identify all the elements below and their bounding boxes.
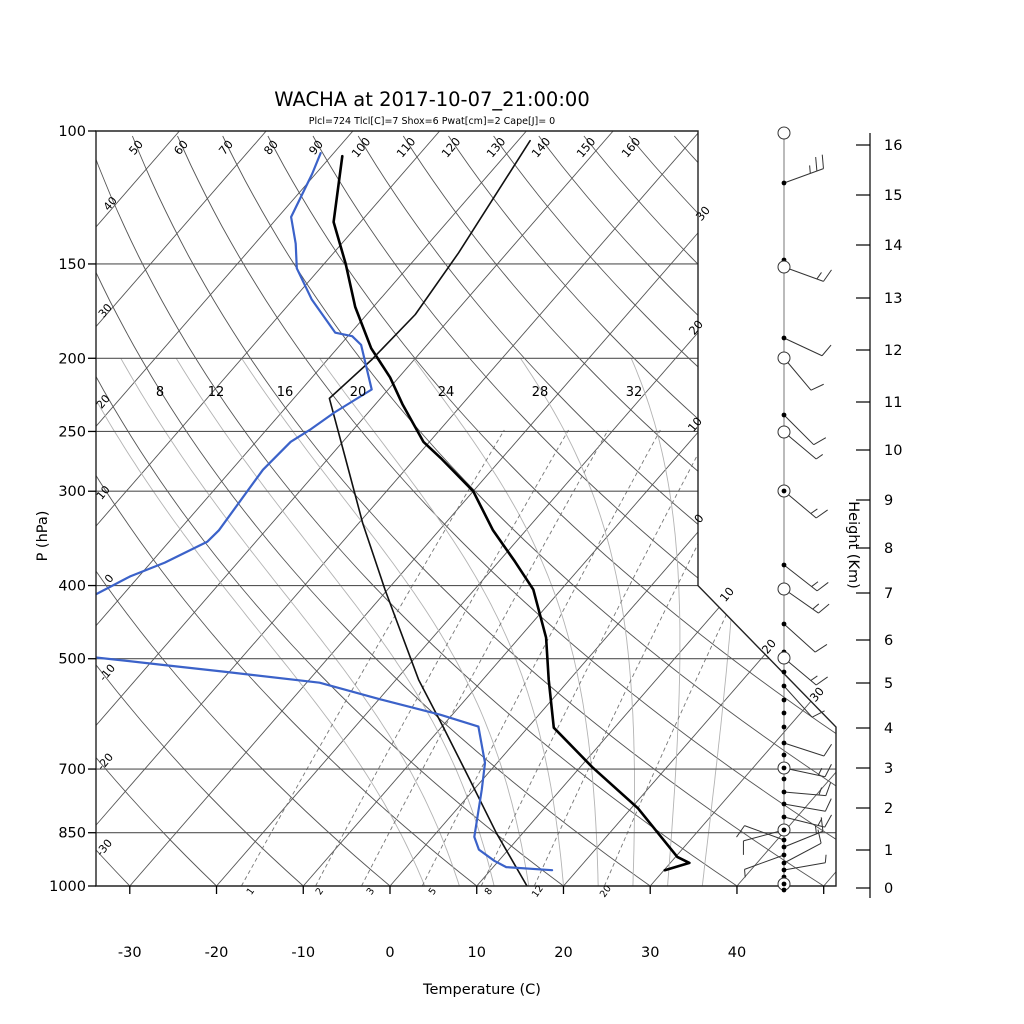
svg-text:12: 12 [208, 385, 225, 400]
svg-text:11: 11 [884, 395, 902, 411]
parcel_secondary_profile [328, 139, 531, 886]
svg-text:100: 100 [58, 124, 86, 140]
svg-text:0: 0 [691, 511, 706, 526]
svg-text:4: 4 [884, 721, 893, 737]
svg-text:3: 3 [884, 761, 893, 777]
svg-text:1: 1 [884, 843, 893, 859]
svg-text:-10: -10 [97, 662, 119, 684]
sounding-profiles [96, 139, 691, 886]
svg-text:28: 28 [532, 385, 549, 400]
svg-text:50: 50 [126, 137, 146, 157]
chart-title: WACHA at 2017-10-07_21:00:00 [274, 88, 589, 111]
svg-text:30: 30 [693, 203, 713, 223]
svg-text:1000: 1000 [49, 879, 86, 895]
svg-text:60: 60 [171, 137, 191, 157]
svg-text:20: 20 [759, 636, 779, 656]
svg-text:100: 100 [349, 135, 374, 161]
svg-text:6: 6 [884, 633, 893, 649]
svg-text:32: 32 [626, 385, 643, 400]
svg-text:10: 10 [717, 584, 737, 604]
svg-text:40: 40 [728, 945, 746, 961]
svg-text:8: 8 [483, 886, 495, 897]
svg-text:-10: -10 [291, 945, 315, 961]
y-axis-title: P (hPa) [35, 511, 51, 562]
svg-text:7: 7 [884, 586, 893, 602]
svg-text:10: 10 [468, 945, 486, 961]
svg-text:5: 5 [884, 676, 893, 692]
svg-text:200: 200 [58, 351, 86, 367]
svg-text:5: 5 [427, 886, 439, 897]
svg-text:-30: -30 [118, 945, 142, 961]
svg-text:2: 2 [884, 801, 893, 817]
svg-text:160: 160 [619, 135, 644, 161]
svg-text:12: 12 [884, 343, 902, 359]
chart-subtitle: Plcl=724 Tlcl[C]=7 Shox=6 Pwat[cm]=2 Cap… [309, 116, 555, 127]
svg-text:150: 150 [574, 135, 599, 161]
svg-text:15: 15 [884, 188, 902, 204]
pressure-gridlines [96, 263, 836, 834]
svg-text:3: 3 [365, 886, 377, 897]
svg-text:20: 20 [686, 317, 706, 337]
svg-text:110: 110 [394, 135, 419, 161]
right-axis-title: Height (Km) [845, 501, 861, 589]
svg-text:-30: -30 [94, 837, 116, 859]
svg-text:20: 20 [350, 385, 367, 400]
svg-text:13: 13 [884, 291, 902, 307]
svg-text:300: 300 [58, 484, 86, 500]
svg-text:400: 400 [58, 579, 86, 595]
svg-text:140: 140 [529, 135, 554, 161]
svg-text:700: 700 [58, 762, 86, 778]
dewpoint_profile [96, 152, 554, 872]
svg-text:850: 850 [58, 826, 86, 842]
svg-text:20: 20 [554, 945, 572, 961]
temperature_profile [332, 154, 691, 872]
svg-text:16: 16 [884, 138, 902, 154]
wind-barb-column [736, 126, 832, 893]
svg-text:-20: -20 [205, 945, 229, 961]
svg-text:14: 14 [884, 238, 902, 254]
svg-text:8: 8 [884, 541, 893, 557]
svg-text:0: 0 [884, 881, 893, 897]
svg-text:10: 10 [884, 443, 902, 459]
x-axis-title: Temperature (C) [422, 982, 541, 998]
svg-text:250: 250 [58, 424, 86, 440]
svg-text:90: 90 [306, 137, 326, 157]
svg-text:2: 2 [314, 886, 326, 897]
svg-text:150: 150 [58, 257, 86, 273]
svg-text:70: 70 [216, 137, 236, 157]
svg-text:16: 16 [277, 385, 294, 400]
svg-text:0: 0 [385, 945, 394, 961]
svg-text:30: 30 [807, 684, 827, 704]
svg-text:24: 24 [438, 385, 455, 400]
svg-text:9: 9 [884, 493, 893, 509]
svg-text:1: 1 [245, 886, 257, 897]
svg-text:500: 500 [58, 652, 86, 668]
svg-text:8: 8 [156, 385, 164, 400]
svg-text:120: 120 [439, 135, 464, 161]
svg-text:30: 30 [641, 945, 659, 961]
